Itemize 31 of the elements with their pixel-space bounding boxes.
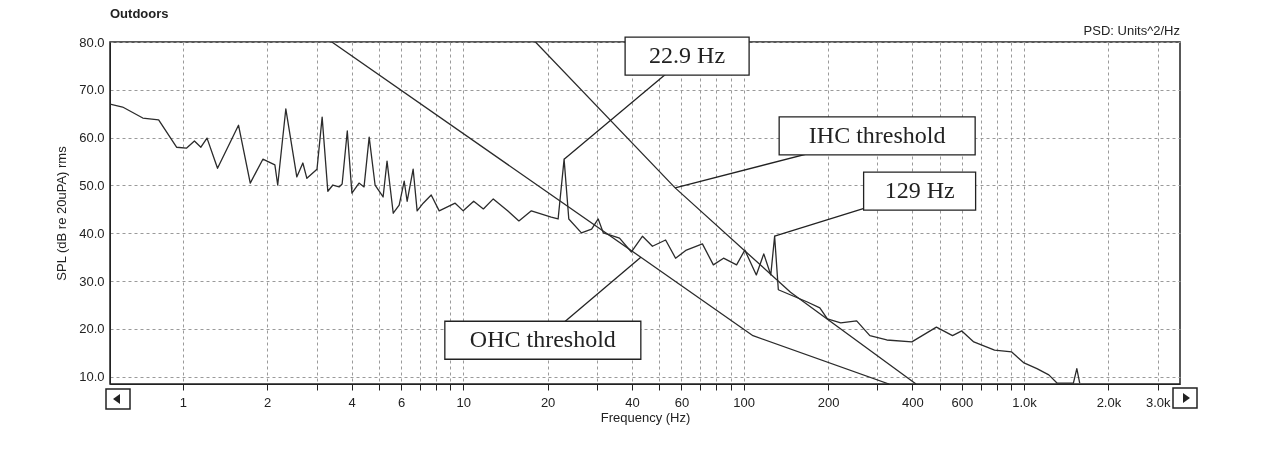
y-tick-label: 70.0 [79,82,105,98]
x-tick-label: 4 [348,394,356,410]
y-tick-label: 20.0 [79,321,105,337]
y-tick-label: 60.0 [79,130,105,146]
x-tick-label: 2.0k [1096,394,1122,410]
x-tick-label: 200 [817,394,840,410]
y-tick-label: 50.0 [79,178,105,193]
x-tick-label: 1 [179,394,187,410]
y-tick-label: 10.0 [79,369,105,385]
x-tick-label: 100 [733,394,755,410]
annotation: 129 Hz [884,177,955,204]
x-tick-label: 40 [625,394,640,410]
y-tick-label: 80.0 [79,34,105,50]
text: PSD: Units^2/Hz [1083,23,1180,38]
x-tick-label: 10 [456,394,471,410]
x-tick-label: 6 [397,394,406,410]
x-tick-label: 2 [264,394,272,410]
annotation: OHC threshold [469,326,616,353]
y-tick-label: 40.0 [79,225,105,241]
annotation: 22.9 Hz [649,42,726,69]
x-tick-label: 1.0k [1012,394,1038,410]
x-tick-label: 20 [540,394,556,410]
x-tick-label: 600 [951,394,974,410]
x-tick-label: 400 [902,394,924,410]
y-tick-label: 30.0 [79,273,105,289]
x-tick-label: 3.0k [1146,394,1172,410]
y-axis-title: SPL (dB re 20uPA) rms [54,145,70,281]
annotation: IHC threshold [808,121,946,148]
x-axis-title: Frequency (Hz) [600,409,691,425]
x-tick-label: 60 [674,394,690,410]
chart-title: Outdoors [110,6,169,21]
